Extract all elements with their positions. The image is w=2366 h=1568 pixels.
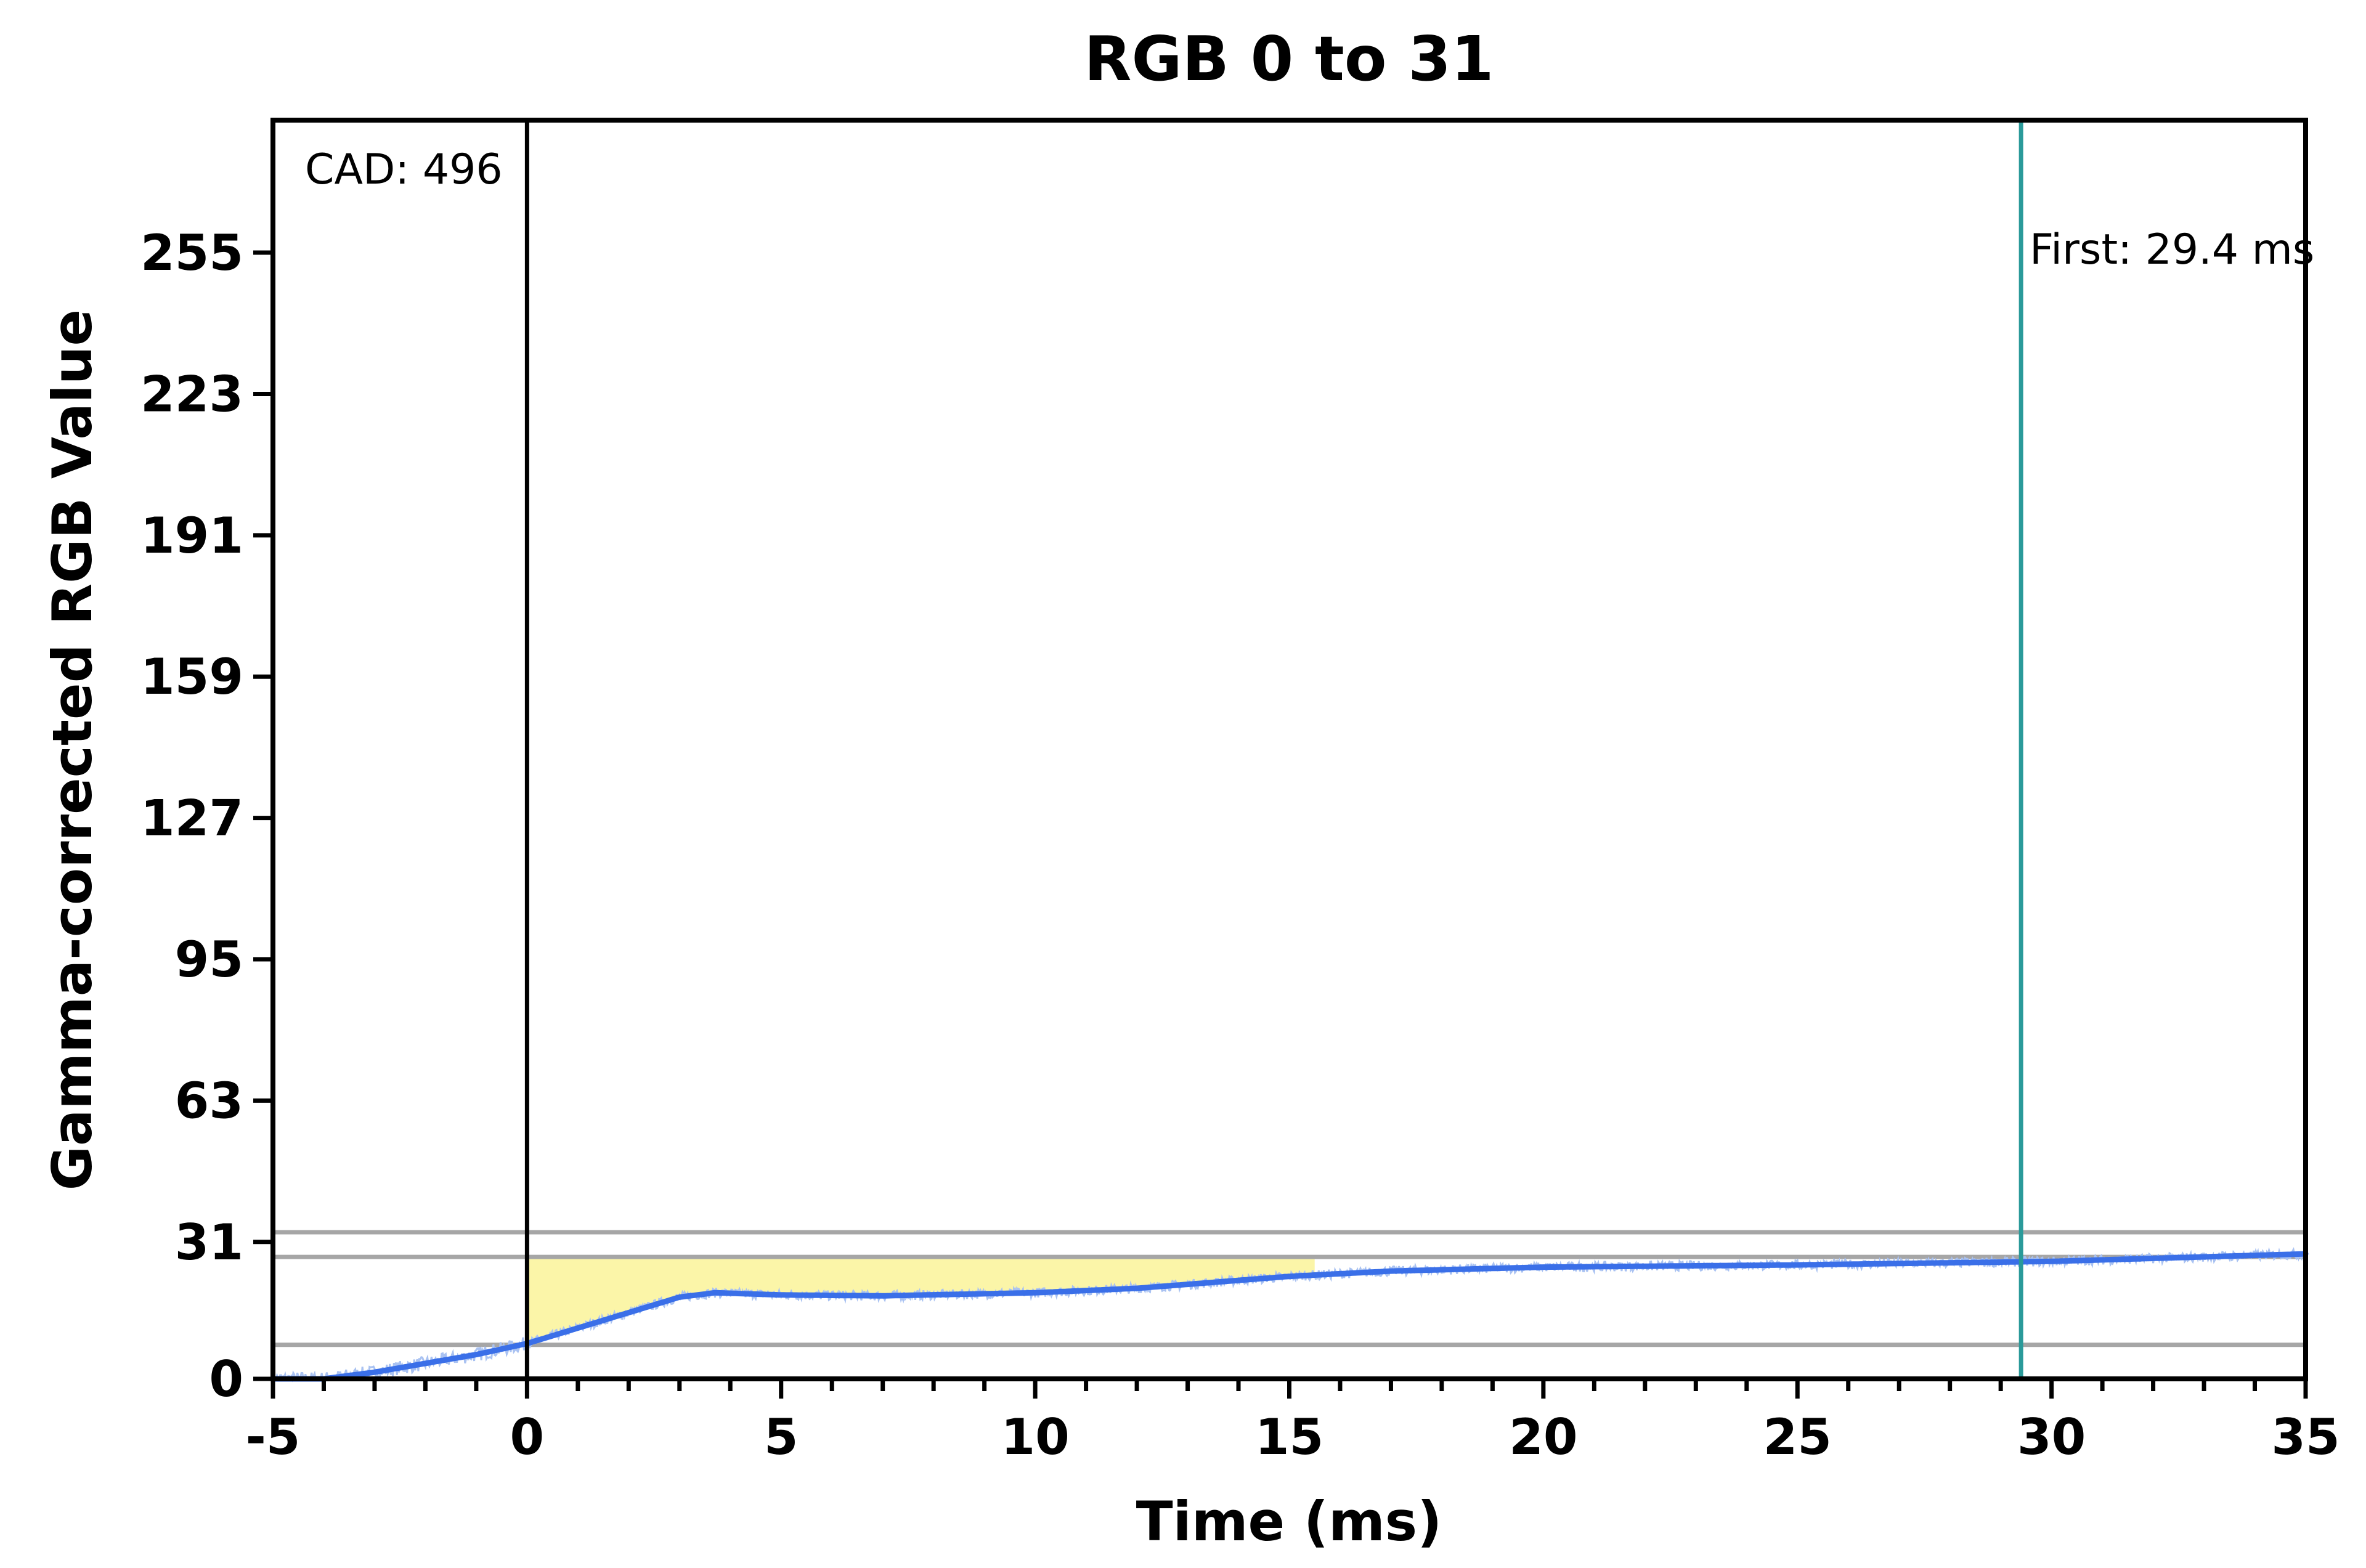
y-tick-label: 191 [140,507,243,564]
y-tick-label: 255 [140,224,243,282]
x-tick-label: 20 [1509,1408,1577,1466]
x-tick-label: -5 [246,1408,301,1466]
x-tick-label: 25 [1763,1408,1832,1466]
y-tick-label: 127 [140,790,243,847]
first-response-annotation: First: 29.4 ms [2030,225,2314,274]
x-axis-ticks: -5 0 5 10 15 20 25 30 35 [246,1379,2340,1466]
x-axis-label: Time (ms) [1136,1490,1442,1553]
x-tick-label: 35 [2271,1408,2340,1466]
shaded-region [527,1257,1315,1344]
x-tick-label: 5 [764,1408,799,1466]
y-tick-label: 159 [140,648,243,705]
y-tick-label: 223 [140,365,243,423]
series-line [270,1251,2309,1382]
x-tick-label: 10 [1001,1408,1069,1466]
chart-title: RGB 0 to 31 [1084,23,1494,95]
cad-annotation: CAD: 496 [305,145,503,194]
y-axis-label: Gamma-corrected RGB Value [41,309,104,1190]
x-tick-label: 15 [1255,1408,1323,1466]
y-tick-label: 95 [175,931,243,988]
plot-frame [270,118,2308,1381]
y-tick-label: 0 [209,1351,243,1408]
x-tick-label: 30 [2017,1408,2086,1466]
y-tick-label: 31 [175,1214,243,1271]
y-tick-label: 63 [175,1072,243,1129]
x-tick-label: 0 [510,1408,545,1466]
y-axis-ticks: 0 31 63 95 127 159 191 223 255 [140,224,273,1408]
